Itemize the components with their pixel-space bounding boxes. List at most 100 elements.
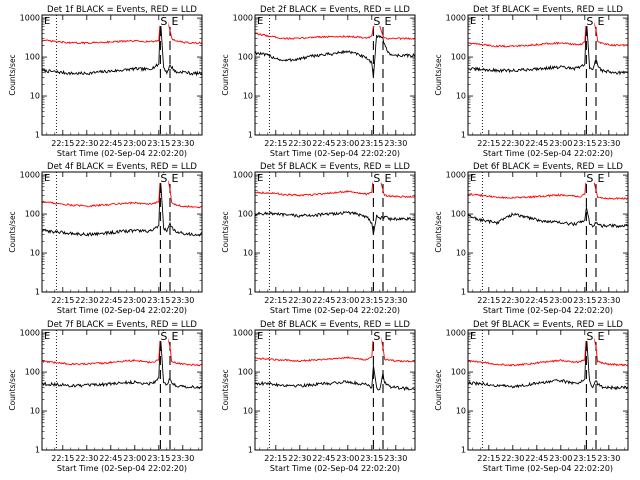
corner-flag-label: E [470,331,476,342]
y-tick-label: 1 [35,446,40,455]
x-axis-label: Start Time (02-Sep-04 22:02:20) [270,306,400,315]
x-tick-label: 23:30 [597,296,620,305]
x-tick-label: 22:15 [51,454,74,463]
x-tick-label: 23:30 [384,454,407,463]
start-marker-background [585,331,595,341]
corner-flag-label: E [257,173,263,184]
corner-flag-label: E [44,331,50,342]
x-tick-label: 22:45 [312,454,335,463]
end-marker-label: E [385,330,392,343]
start-marker-label: S [373,172,380,185]
detector-panel: Det 1f BLACK = Events, RED = LLD Counts/s… [8,5,203,158]
end-marker-label: E [598,15,605,28]
x-tick-label: 22:30 [75,454,98,463]
x-tick-label: 22:30 [75,296,98,305]
lld-series-line [254,172,416,199]
y-axis-label: Counts/sec [8,54,17,95]
start-marker-background [159,173,169,183]
y-tick-label: 1 [461,446,466,455]
start-marker-background [372,173,382,183]
y-tick-label: 1000 [233,171,253,180]
y-tick-label: 1 [461,288,466,297]
corner-flag-label: E [470,173,476,184]
end-marker-label: E [172,330,179,343]
panel-title: Det 7f BLACK = Events, RED = LLD [47,320,197,330]
end-marker-background [597,331,605,341]
x-tick-label: 22:15 [477,454,500,463]
start-marker-label: S [586,172,593,185]
x-axis-label: Start Time (02-Sep-04 22:02:20) [483,149,613,158]
x-tick-label: 22:45 [525,296,548,305]
x-tick-label: 23:30 [171,139,194,148]
y-tick-label: 100 [238,53,253,62]
y-tick-label: 10 [30,407,40,416]
events-series-line [467,207,629,229]
start-marker-label: S [160,172,167,185]
y-tick-label: 100 [451,53,466,62]
detector-panel: Det 8f BLACK = Events, RED = LLD Counts/s… [221,320,416,473]
panel-title: Det 5f BLACK = Events, RED = LLD [260,162,410,172]
y-tick-label: 100 [25,210,40,219]
x-tick-label: 22:45 [312,296,335,305]
plot-frame [467,14,629,136]
x-axis-label: Start Time (02-Sep-04 22:02:20) [57,464,187,473]
y-tick-label: 1 [35,288,40,297]
detector-panel: Det 4f BLACK = Events, RED = LLD Counts/s… [8,162,203,315]
y-tick-label: 100 [25,368,40,377]
x-tick-label: 22:30 [501,296,524,305]
corner-flag-label: E [470,16,476,27]
x-tick-label: 23:00 [123,296,146,305]
end-marker-label: E [598,330,605,343]
lld-series-line [41,172,203,209]
end-marker-background [171,331,179,341]
y-tick-label: 1000 [20,171,40,180]
plot-frame [254,171,416,293]
plot-frame [41,171,203,293]
events-series-line [41,176,203,237]
x-tick-label: 23:00 [549,139,572,148]
y-tick-label: 1000 [233,329,253,338]
y-axis-label: Counts/sec [8,211,17,252]
panel-title: Det 3f BLACK = Events, RED = LLD [473,5,623,15]
plot-frame [467,171,629,293]
x-tick-label: 22:15 [264,296,287,305]
events-series-line [254,365,416,392]
x-axis-label: Start Time (02-Sep-04 22:02:20) [57,149,187,158]
x-tick-label: 23:15 [147,454,170,463]
start-marker-label: S [160,15,167,28]
x-tick-label: 23:30 [171,296,194,305]
y-tick-label: 1 [248,131,253,140]
x-tick-label: 22:45 [525,139,548,148]
x-tick-label: 23:30 [597,139,620,148]
x-tick-label: 22:30 [288,296,311,305]
detector-panel: Det 2f BLACK = Events, RED = LLD Counts/s… [221,5,416,158]
start-marker-background [159,16,169,26]
start-marker-label: S [586,330,593,343]
start-marker-background [372,331,382,341]
events-series-line [254,210,416,235]
y-tick-label: 1000 [446,14,466,23]
start-marker-background [585,16,595,26]
y-tick-label: 1000 [446,329,466,338]
x-tick-label: 23:15 [573,296,596,305]
x-tick-label: 23:15 [573,139,596,148]
corner-flag-label: E [44,16,50,27]
x-tick-label: 22:30 [501,454,524,463]
start-marker-label: S [373,15,380,28]
detector-panel: Det 3f BLACK = Events, RED = LLD Counts/s… [434,5,629,158]
x-tick-label: 22:15 [264,454,287,463]
y-tick-label: 1 [248,446,253,455]
x-tick-label: 23:15 [147,296,170,305]
end-marker-background [384,331,392,341]
y-tick-label: 100 [451,210,466,219]
start-marker-background [372,16,382,26]
end-marker-label: E [172,172,179,185]
y-tick-label: 100 [451,368,466,377]
start-marker-label: S [586,15,593,28]
corner-flag-label: E [257,331,263,342]
y-tick-label: 10 [456,407,466,416]
x-tick-label: 23:00 [549,454,572,463]
corner-flag-label: E [257,16,263,27]
x-tick-label: 22:15 [51,296,74,305]
